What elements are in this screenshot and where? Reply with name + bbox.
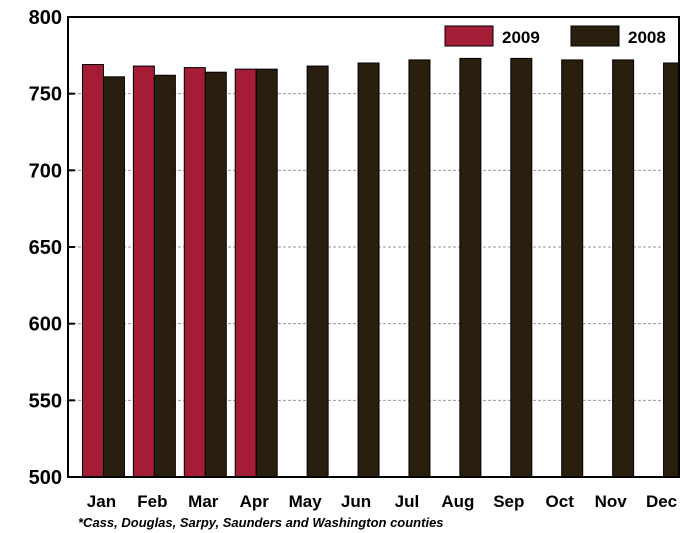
x-tick-label: Mar xyxy=(188,492,219,511)
bar-2008-apr xyxy=(255,68,278,478)
x-tick-label: Sep xyxy=(493,492,524,511)
y-tick-label: 700 xyxy=(29,160,62,182)
bar-2009-mar xyxy=(183,67,206,478)
y-tick-label: 800 xyxy=(29,7,62,29)
x-tick-label: Dec xyxy=(646,492,677,511)
legend-label-2009: 2009 xyxy=(502,28,540,47)
legend-label-2008: 2008 xyxy=(628,28,666,47)
bar-2008-may xyxy=(306,65,329,478)
bar-2008-mar xyxy=(204,71,227,478)
legend-swatch-2009 xyxy=(444,25,494,47)
x-tick-label: Oct xyxy=(546,492,575,511)
x-tick-label: Jul xyxy=(395,492,420,511)
x-tick-label: Nov xyxy=(595,492,628,511)
y-tick-label: 600 xyxy=(29,314,62,336)
legend-swatch-2008 xyxy=(570,25,620,47)
bar-2008-jul xyxy=(408,59,431,478)
y-axis-ticks: 500 550 600 650 700 750 800 xyxy=(29,7,75,489)
bar-2008-jun xyxy=(357,62,380,478)
x-tick-label: Apr xyxy=(240,492,270,511)
bar-2008-jan xyxy=(102,76,125,478)
footnote: *Cass, Douglas, Sarpy, Saunders and Wash… xyxy=(78,515,444,530)
bar-2008-feb xyxy=(153,74,176,478)
legend: 2009 2008 xyxy=(444,25,666,47)
y-tick-label: 650 xyxy=(29,237,62,259)
bar-2008-sep xyxy=(510,57,533,478)
bars xyxy=(81,57,680,478)
y-tick-label: 500 xyxy=(29,467,62,489)
x-tick-label: Jun xyxy=(341,492,371,511)
bar-2008-aug xyxy=(459,57,482,478)
bar-2009-jan xyxy=(81,64,104,478)
bar-2008-oct xyxy=(561,59,584,478)
x-axis-labels: Jan Feb Mar Apr May Jun Jul Aug Sep Oct Nov Dec xyxy=(87,492,677,511)
x-tick-label: Aug xyxy=(441,492,474,511)
x-tick-label: Feb xyxy=(137,492,167,511)
x-tick-label: Jan xyxy=(87,492,116,511)
y-tick-label: 750 xyxy=(29,84,62,106)
bar-2008-nov xyxy=(612,59,635,478)
bar-2009-apr xyxy=(234,68,257,478)
bar-2008-dec xyxy=(663,62,680,478)
bar-2009-feb xyxy=(132,65,155,478)
x-tick-label: May xyxy=(289,492,323,511)
y-tick-label: 550 xyxy=(29,390,62,412)
